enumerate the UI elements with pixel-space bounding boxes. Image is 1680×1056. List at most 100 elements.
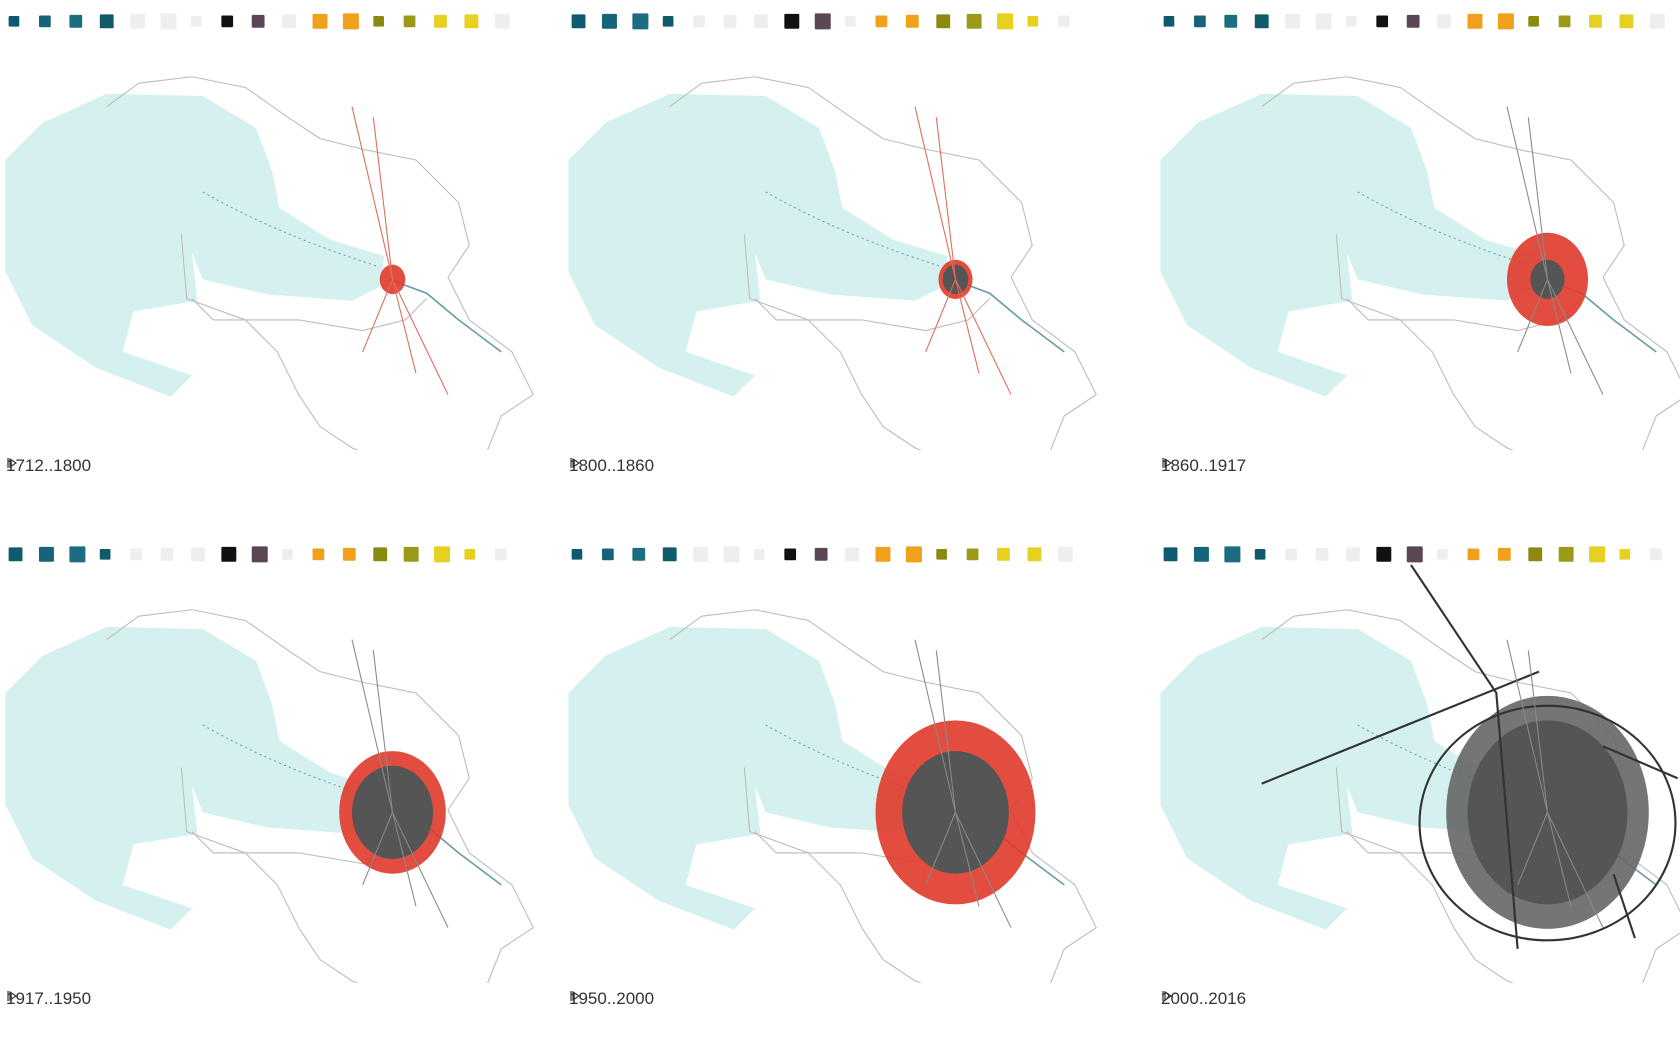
legend-icon <box>342 547 356 561</box>
legend-icon <box>571 548 583 560</box>
legend-icon <box>905 14 919 28</box>
leader-line <box>935 650 957 813</box>
map-panel: 2000..2016 <box>1155 533 1680 1053</box>
legend-icon <box>342 13 359 30</box>
legend-icon <box>130 13 146 29</box>
leader-line <box>914 639 957 813</box>
legend-icon <box>723 546 740 563</box>
period-label: 1950..2000 <box>569 989 654 1009</box>
legend-icon <box>1619 14 1634 29</box>
legend-icon <box>221 15 234 28</box>
legend-icon <box>434 546 451 563</box>
leader-line <box>1547 279 1604 395</box>
legend-icon <box>434 14 447 28</box>
play-icon-shape <box>7 990 18 1002</box>
map-panel: 1917..1950 <box>0 533 560 1053</box>
legend-icon <box>221 546 237 562</box>
leader-line <box>351 639 394 813</box>
legend-icon <box>160 547 174 561</box>
legend-icon <box>1254 14 1269 29</box>
period-text: 1800..1860 <box>569 456 655 475</box>
legend-icon <box>69 546 86 563</box>
legend-icon <box>693 546 709 562</box>
dashed-route <box>202 191 379 268</box>
map <box>5 13 534 450</box>
legend-icon <box>1285 548 1297 561</box>
leader-line <box>925 279 956 353</box>
legend-icon <box>1194 546 1209 562</box>
leader-line <box>935 117 957 280</box>
leader-line <box>391 279 417 374</box>
legend-icon <box>1376 15 1389 28</box>
legend-icon <box>1194 15 1206 28</box>
legend-icon <box>814 13 831 30</box>
legend-icon <box>403 546 419 562</box>
legend-icon <box>464 548 476 560</box>
leader-line <box>391 812 417 907</box>
legend-icon <box>1224 546 1241 563</box>
legend-icon <box>753 14 768 29</box>
leader-line <box>955 279 1012 395</box>
period-label: 2000..2016 <box>1161 989 1246 1009</box>
legend-icon <box>1467 13 1483 29</box>
legend-icon <box>160 13 177 30</box>
play-icon <box>7 457 18 469</box>
legend-icon <box>1315 547 1329 561</box>
legend-icon <box>39 15 51 28</box>
legend-icon <box>662 547 677 562</box>
map-panel: 1800..1860 <box>563 0 1123 520</box>
period-label: 1800..1860 <box>569 456 654 476</box>
coastline <box>669 76 1097 450</box>
legend-icon <box>1224 14 1238 28</box>
map <box>1160 13 1680 450</box>
ring-road <box>1418 704 1677 942</box>
legend-icon <box>997 13 1014 30</box>
water <box>5 626 384 930</box>
leader-line <box>1517 812 1548 886</box>
legend-icon <box>1406 14 1420 28</box>
legend-icon <box>875 15 888 28</box>
legend-icon <box>251 14 265 28</box>
legend-icon <box>1649 13 1665 29</box>
legend-icon <box>814 547 828 561</box>
legend-icon <box>784 13 800 29</box>
period-text: 1860..1917 <box>1161 456 1247 475</box>
legend-icon <box>571 14 586 29</box>
play-icon <box>1162 990 1173 1002</box>
legend-icon <box>966 13 982 29</box>
legend-icon <box>784 548 797 561</box>
legend-icon <box>1163 15 1175 27</box>
period-label: 1712..1800 <box>6 456 91 476</box>
leader-line <box>392 812 449 928</box>
leader-line <box>372 650 394 813</box>
legend-icon <box>966 548 979 561</box>
legend-icon <box>1285 13 1301 29</box>
legend-icon <box>1254 548 1266 560</box>
legend-icon <box>1345 15 1357 27</box>
legend-icon <box>632 547 646 561</box>
leader-line <box>954 279 980 374</box>
legend-icon <box>1497 13 1514 30</box>
legend-icon <box>282 14 296 29</box>
legend-icon <box>39 546 54 562</box>
legend-icon <box>753 548 765 560</box>
legend-icon <box>1027 547 1042 562</box>
play-icon <box>570 457 581 469</box>
legend-icon <box>403 15 416 28</box>
play-icon-shape <box>7 457 18 469</box>
leader-line <box>1517 279 1548 353</box>
period-text: 1712..1800 <box>6 456 92 475</box>
leader-line <box>1527 650 1549 813</box>
legend-icon <box>1619 548 1631 560</box>
play-icon-shape <box>1162 457 1173 469</box>
legend-icon <box>312 548 325 561</box>
legend-icon <box>464 14 479 29</box>
legend-icon <box>130 548 142 561</box>
play-icon-shape <box>570 990 581 1002</box>
water <box>1160 626 1539 930</box>
legend-icon <box>693 15 705 28</box>
legend-icon <box>1589 14 1602 28</box>
leader-line <box>351 106 394 280</box>
legend-icon <box>1406 546 1423 563</box>
legend-icon <box>69 14 83 28</box>
